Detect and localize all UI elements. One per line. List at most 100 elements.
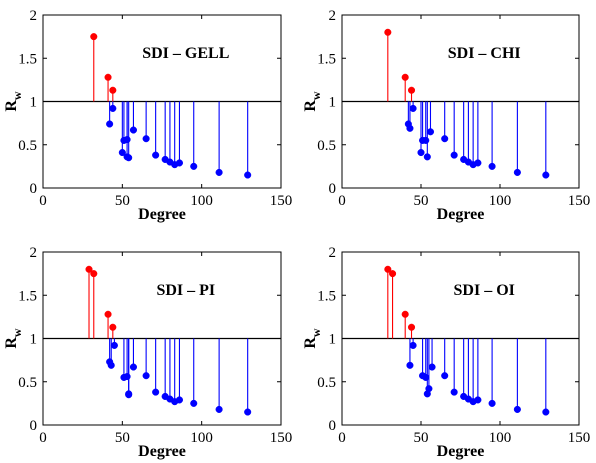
stem-marker [109,104,117,112]
y-axis-label-subscript: w [309,328,323,337]
y-axis-label: Rw [3,91,24,112]
stem-marker [384,265,392,273]
stem-marker [384,28,392,36]
x-tick-label: 100 [489,430,512,446]
x-tick-label: 100 [190,430,213,446]
stem-marker [175,396,184,404]
stem-marker [190,399,198,407]
stem-marker [125,154,133,162]
stem-marker [406,361,414,369]
stem-marker [244,408,252,416]
y-axis-label-subscript: w [309,91,323,100]
x-axis-label: Degree [437,206,485,223]
stem-marker [123,373,131,381]
y-tick-label: 0.5 [317,138,336,154]
y-tick-label: 0 [30,181,38,197]
stem-marker [441,135,449,143]
stem-marker [190,162,198,170]
x-tick-label: 0 [338,193,346,209]
stem-marker [425,385,433,393]
stem-marker [409,104,417,112]
stem-marker [125,391,133,399]
stem-marker [423,153,431,161]
x-tick-label: 100 [190,193,213,209]
y-axis-label-subscript: w [10,328,24,337]
stem-marker [401,73,409,81]
stem-marker [428,363,436,371]
y-tick-label: 1 [30,95,38,111]
y-axis-label-subscript: w [10,91,24,100]
stem-marker [106,120,114,128]
stem-marker [107,361,115,369]
stem-marker [513,405,521,413]
x-tick-label: 150 [270,430,293,446]
y-axis-label: Rw [302,328,323,349]
stem-marker [175,159,184,167]
x-tick-label: 50 [115,430,130,446]
y-axis-label-main: R [3,337,20,349]
y-tick-label: 1 [329,332,337,348]
y-tick-label: 0 [329,418,337,434]
y-tick-label: 1 [329,95,337,111]
stem-marker [407,86,416,94]
stem-marker [142,372,150,380]
stem-marker [474,159,482,167]
y-tick-label: 0.5 [18,375,37,391]
stem-marker [244,171,252,179]
panel-title: SDI – GELL [142,45,229,62]
x-tick-label: 0 [39,430,47,446]
y-tick-label: 2 [329,245,337,261]
x-tick-label: 50 [414,430,429,446]
stem-marker [513,168,521,176]
panel-title: SDI – PI [156,282,215,299]
panel-title: SDI – CHI [448,45,521,62]
stem-marker [474,396,482,404]
stem-marker [90,33,98,41]
y-tick-label: 0.5 [317,375,336,391]
stem-marker [422,373,430,381]
stem-marker [488,399,496,407]
stem-marker [542,408,550,416]
stem-marker [104,73,112,81]
x-tick-label: 100 [489,193,512,209]
stem-marker [90,270,98,278]
stem-marker [426,128,435,136]
x-tick-label: 50 [115,193,130,209]
y-tick-label: 2 [30,245,38,261]
stem-marker [85,265,93,273]
stem-marker [152,151,160,159]
x-tick-label: 150 [568,193,591,209]
y-axis-label-main: R [3,100,20,112]
stem-marker [129,126,137,134]
x-axis-label: Degree [138,206,186,223]
y-tick-label: 1.5 [317,288,336,304]
stem-marker [389,270,397,278]
y-tick-label: 1.5 [18,51,37,67]
stem-marker [110,341,118,349]
y-tick-label: 2 [30,8,38,24]
y-tick-label: 1 [30,332,38,348]
y-axis-label: Rw [302,91,323,112]
y-tick-label: 2 [329,8,337,24]
x-tick-label: 50 [414,193,429,209]
stem-marker [488,162,496,170]
y-axis-label-main: R [302,337,319,349]
y-tick-label: 1.5 [317,51,336,67]
stem-marker [450,388,458,396]
panel-title: SDI – OI [454,282,515,299]
stem-marker [422,136,430,144]
y-tick-label: 0 [30,418,38,434]
stem-marker [441,372,449,380]
x-tick-label: 150 [568,430,591,446]
y-tick-label: 1.5 [18,288,37,304]
y-axis-label: Rw [3,328,24,349]
stem-marker [407,323,416,331]
stem-marker [142,135,150,143]
y-tick-label: 0.5 [18,138,37,154]
stem-marker [215,405,223,413]
y-tick-label: 0 [329,181,337,197]
stem-marker [129,363,137,371]
stem-marker [152,388,160,396]
y-axis-label-main: R [302,100,319,112]
stem-marker [401,310,409,318]
